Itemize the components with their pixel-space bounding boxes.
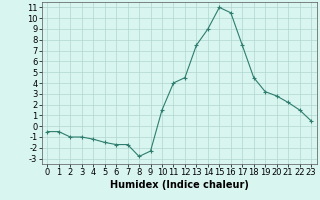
X-axis label: Humidex (Indice chaleur): Humidex (Indice chaleur) — [110, 180, 249, 190]
